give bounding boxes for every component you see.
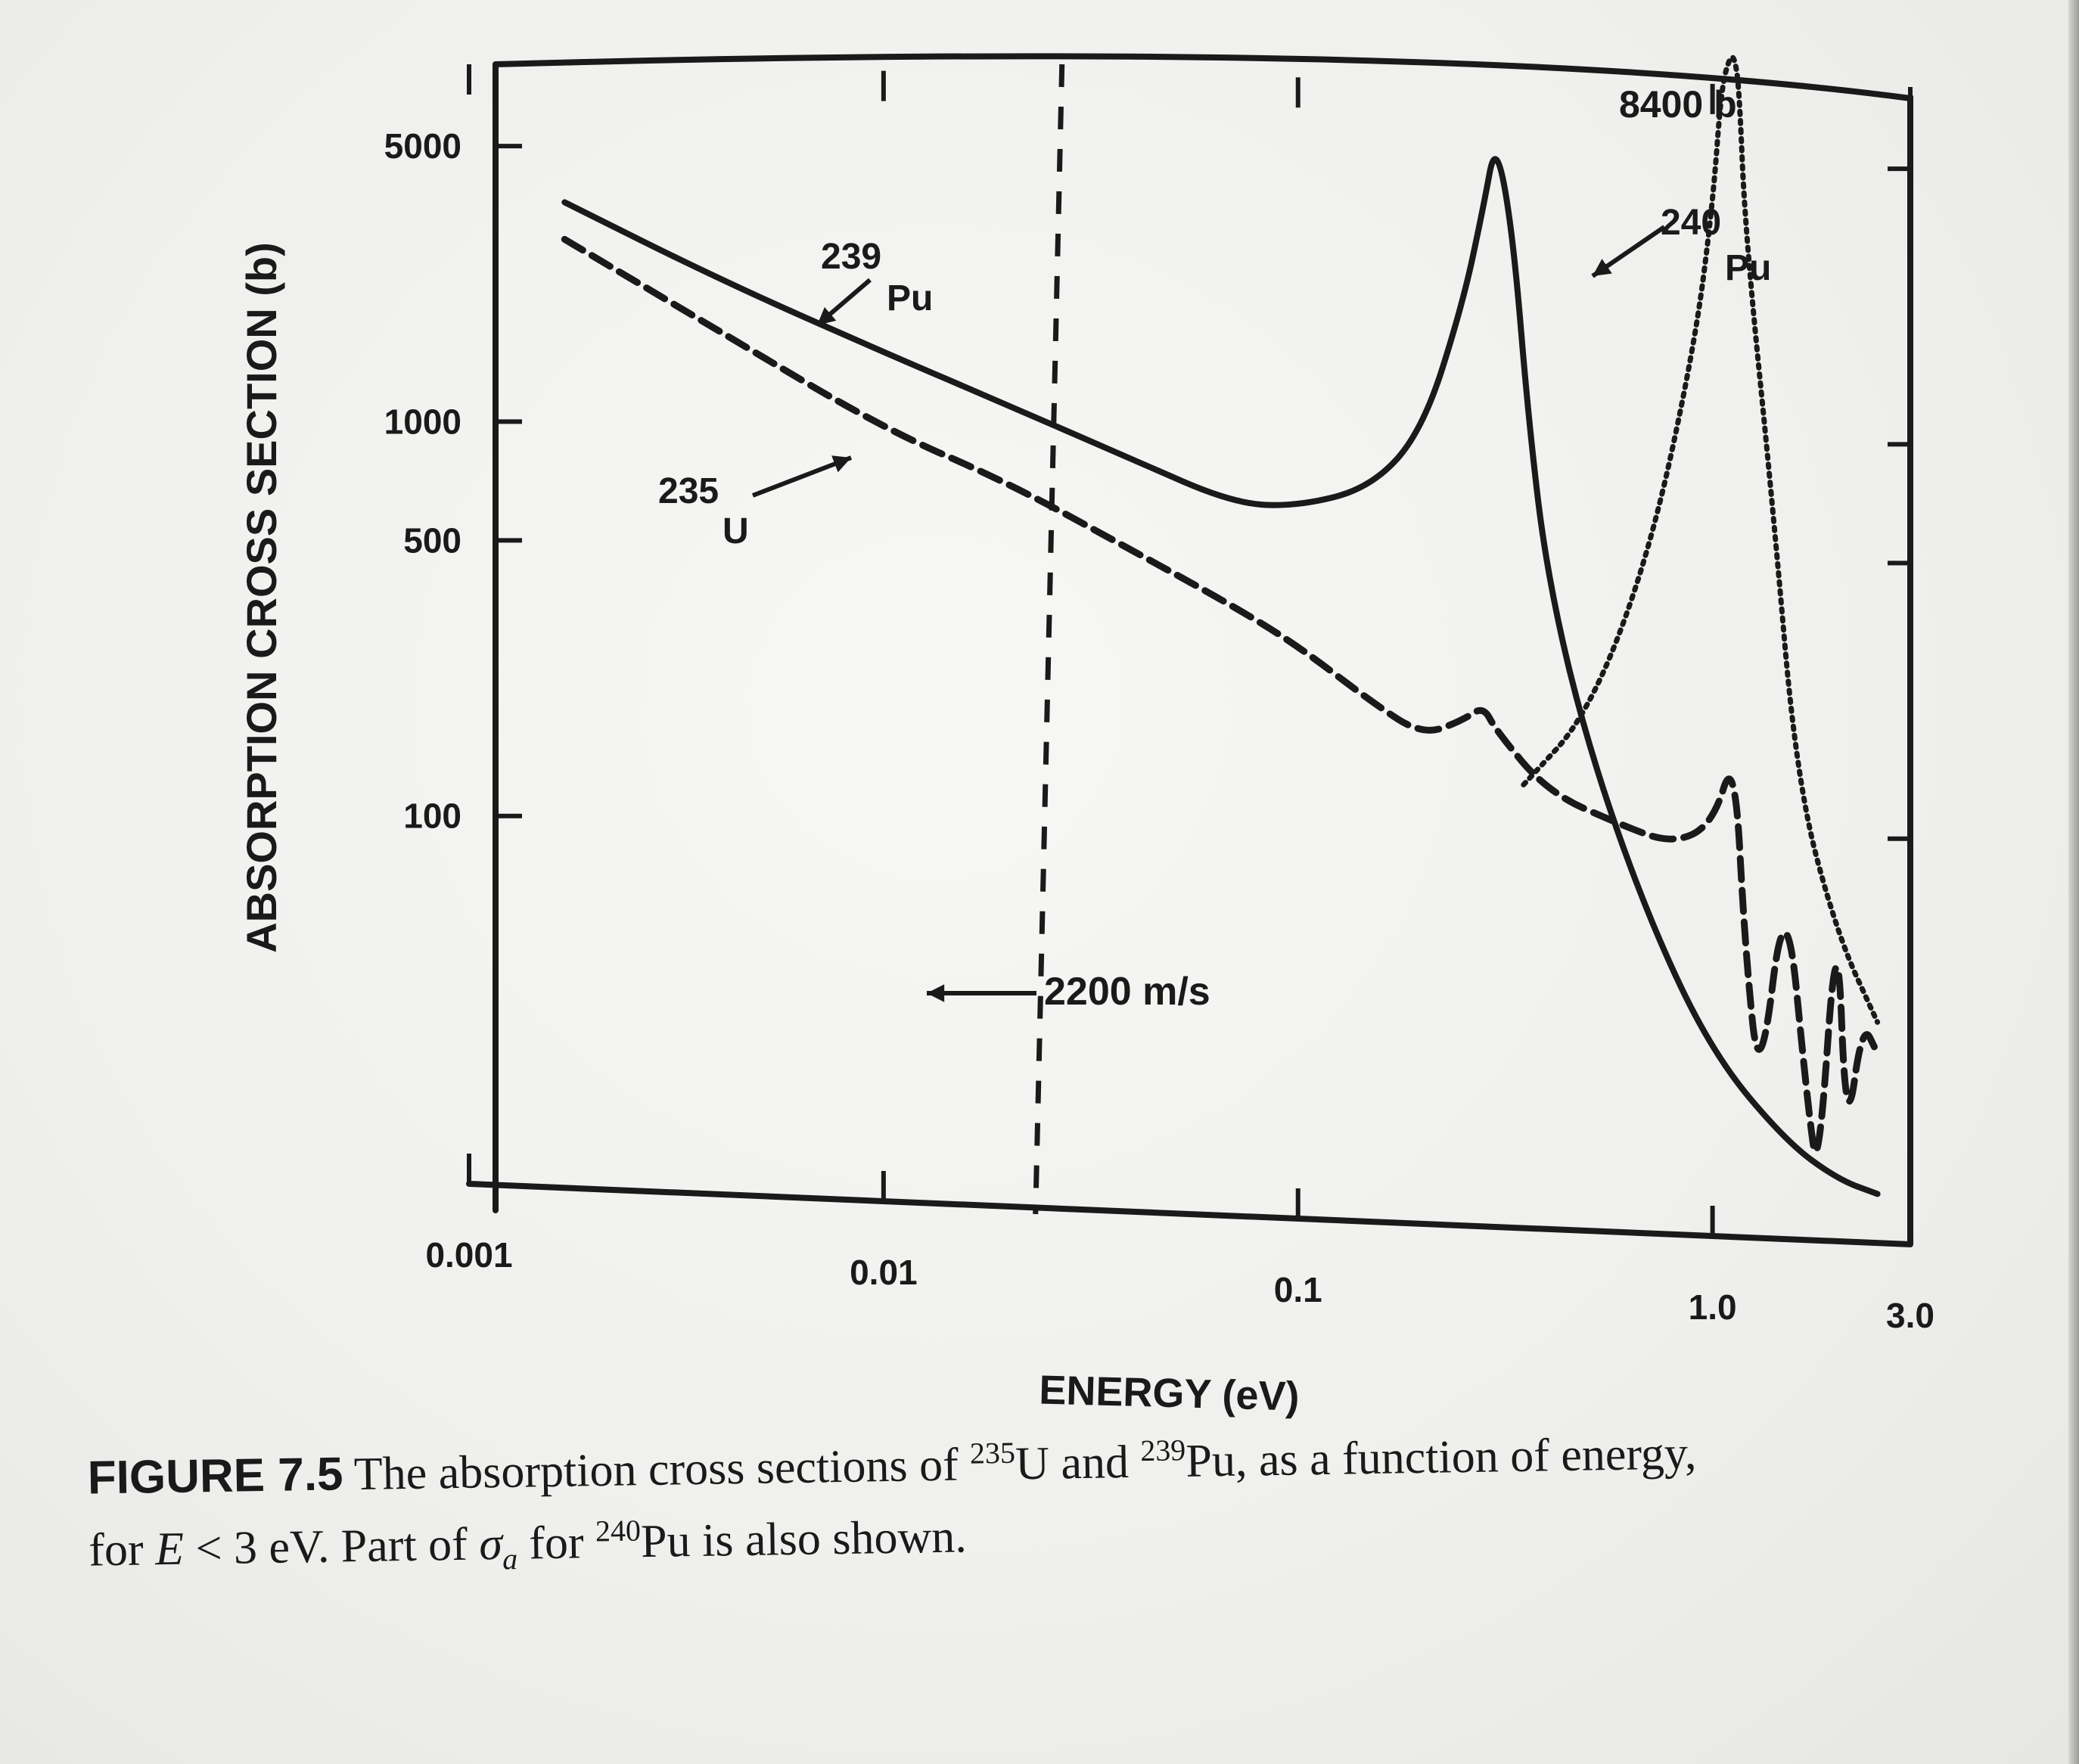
axis-ticks	[467, 64, 1913, 1244]
figure-caption: FIGURE 7.5 The absorption cross sections…	[87, 1407, 2026, 1596]
x-tick-label: 0.1	[1274, 1270, 1322, 1309]
series-line-pu240	[1521, 54, 1881, 1025]
x-tick-label: 0.01	[850, 1253, 918, 1292]
peak-value-label: 8400 b	[1619, 83, 1737, 126]
speed-arrow-head	[927, 984, 945, 1002]
caption-sigma: σ	[478, 1517, 503, 1570]
caption-sup-240: 240	[595, 1513, 642, 1548]
y-tick-label: 1000	[384, 402, 461, 441]
axis-tick-labels: 5000 1000 500 100 0.001 0.01 0.1 1.0 3.0	[384, 126, 1934, 1335]
y-tick-label: 500	[403, 520, 461, 560]
series-layer	[561, 54, 1882, 1215]
caption-sup-239: 239	[1139, 1433, 1186, 1468]
caption-figure-label: FIGURE 7.5	[87, 1448, 343, 1505]
x-axis-title: ENERGY (eV)	[1039, 1368, 1301, 1420]
pu239-symbol-label: Pu	[887, 278, 933, 318]
pu240-mass-label: 240	[1661, 203, 1721, 243]
series-line-pu239	[561, 156, 1881, 1197]
caption-text-2: U and	[1015, 1436, 1142, 1490]
y-tick-label: 5000	[384, 126, 461, 166]
u235-mass-label: 235	[658, 471, 719, 511]
x-tick-label: 1.0	[1689, 1287, 1737, 1327]
pu240-arrow-head	[1593, 259, 1612, 276]
pu239-arrow-head	[817, 306, 837, 325]
plot-border	[466, 53, 1913, 1247]
u235-arrow-shaft	[751, 455, 853, 498]
pu240-symbol-label: Pu	[1725, 248, 1771, 288]
series-line-u235	[561, 235, 1882, 1155]
caption-text-3: Pu, as a function of energy,	[1185, 1427, 1697, 1487]
annotation-layer: 239 Pu 235 U 240 Pu 8400 b 2200 m/s ENER…	[238, 83, 1771, 1419]
caption-text-6: for	[517, 1516, 596, 1570]
page-edge-shadow	[2068, 0, 2079, 1764]
x-tick-label: 3.0	[1886, 1296, 1934, 1335]
x-tick-label: 0.001	[425, 1235, 512, 1275]
y-axis-title: ABSORPTION CROSS SECTION (b)	[238, 242, 285, 953]
caption-text-7: Pu is also shown.	[640, 1511, 968, 1567]
speed-line-label: 2200 m/s	[1044, 970, 1210, 1014]
y-tick-label: 100	[403, 797, 461, 836]
pu239-mass-label: 239	[821, 237, 881, 277]
caption-text-5: < 3 eV. Part of	[183, 1518, 480, 1575]
speed-reference-line	[1033, 64, 1065, 1215]
plot-frame	[466, 53, 1913, 1247]
caption-sup-235: 235	[969, 1435, 1016, 1471]
caption-sigma-sub: a	[502, 1541, 518, 1576]
caption-energy-var: E	[154, 1523, 185, 1575]
caption-text-4: for	[88, 1523, 156, 1576]
caption-text-1: The absorption cross sections of	[353, 1439, 971, 1501]
u235-arrow-head	[831, 455, 851, 473]
u235-symbol-label: U	[723, 511, 749, 551]
